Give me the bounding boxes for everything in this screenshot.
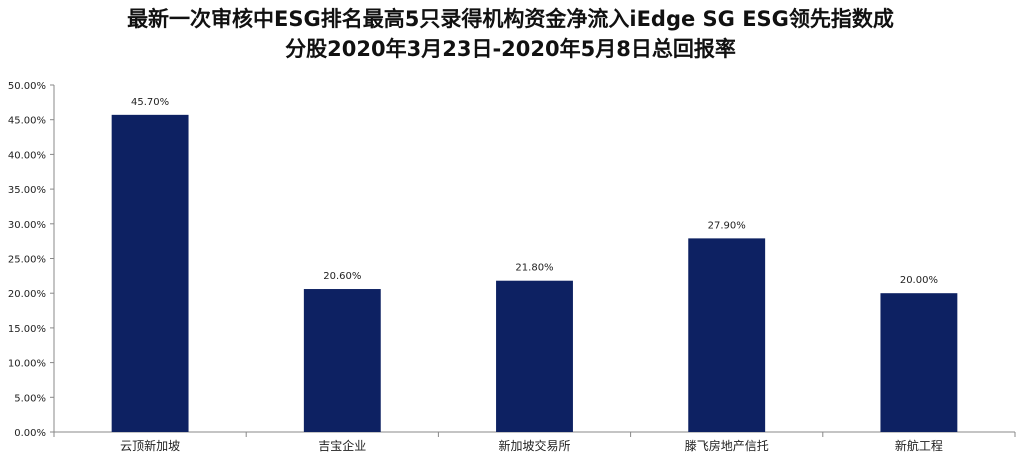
x-tick-label: 新加坡交易所: [498, 438, 570, 453]
x-tick-label: 滕飞房地产信托: [685, 438, 769, 453]
bar: [688, 238, 766, 432]
data-label: 20.00%: [900, 275, 938, 286]
bar: [880, 293, 958, 432]
chart-title-line-2: 分股2020年3月23日-2020年5月8日总回报率: [285, 37, 736, 61]
y-tick-label: 5.00%: [14, 393, 46, 404]
bar: [111, 114, 189, 432]
y-tick-label: 40.00%: [8, 150, 46, 161]
bar: [303, 289, 381, 432]
y-tick-label: 10.00%: [8, 359, 46, 370]
y-tick-label: 25.00%: [8, 255, 46, 266]
y-tick-label: 50.00%: [8, 81, 46, 92]
data-label: 21.80%: [515, 263, 553, 274]
x-tick-label: 吉宝企业: [318, 438, 366, 453]
chart-title-line-1: 最新一次审核中ESG排名最高5只录得机构资金净流入iEdge SG ESG领先指…: [127, 7, 894, 31]
data-label: 20.60%: [323, 271, 361, 282]
data-label: 45.70%: [131, 97, 169, 108]
y-tick-label: 15.00%: [8, 324, 46, 335]
chart-title: 最新一次审核中ESG排名最高5只录得机构资金净流入iEdge SG ESG领先指…: [0, 4, 1021, 64]
x-tick-label: 新航工程: [895, 438, 943, 453]
y-axis: 0.00% 5.00% 10.00% 15.00% 20.00% 25.00% 30.00%…: [8, 81, 55, 439]
y-tick-label: 20.00%: [8, 289, 46, 300]
data-label: 27.90%: [708, 220, 746, 231]
data-labels: 45.70% 20.60% 21.80% 27.90% 20.00%: [131, 97, 938, 286]
y-tick-label: 45.00%: [8, 116, 46, 127]
x-tick-label: 云顶新加坡: [120, 438, 180, 453]
bars: [111, 114, 958, 432]
y-tick-label: 35.00%: [8, 185, 46, 196]
x-axis: 云顶新加坡 吉宝企业 新加坡交易所 滕飞房地产信托 新航工程: [53, 431, 1016, 453]
y-tick-label: 0.00%: [14, 428, 46, 439]
y-tick-label: 30.00%: [8, 220, 46, 231]
bar: [496, 280, 573, 432]
